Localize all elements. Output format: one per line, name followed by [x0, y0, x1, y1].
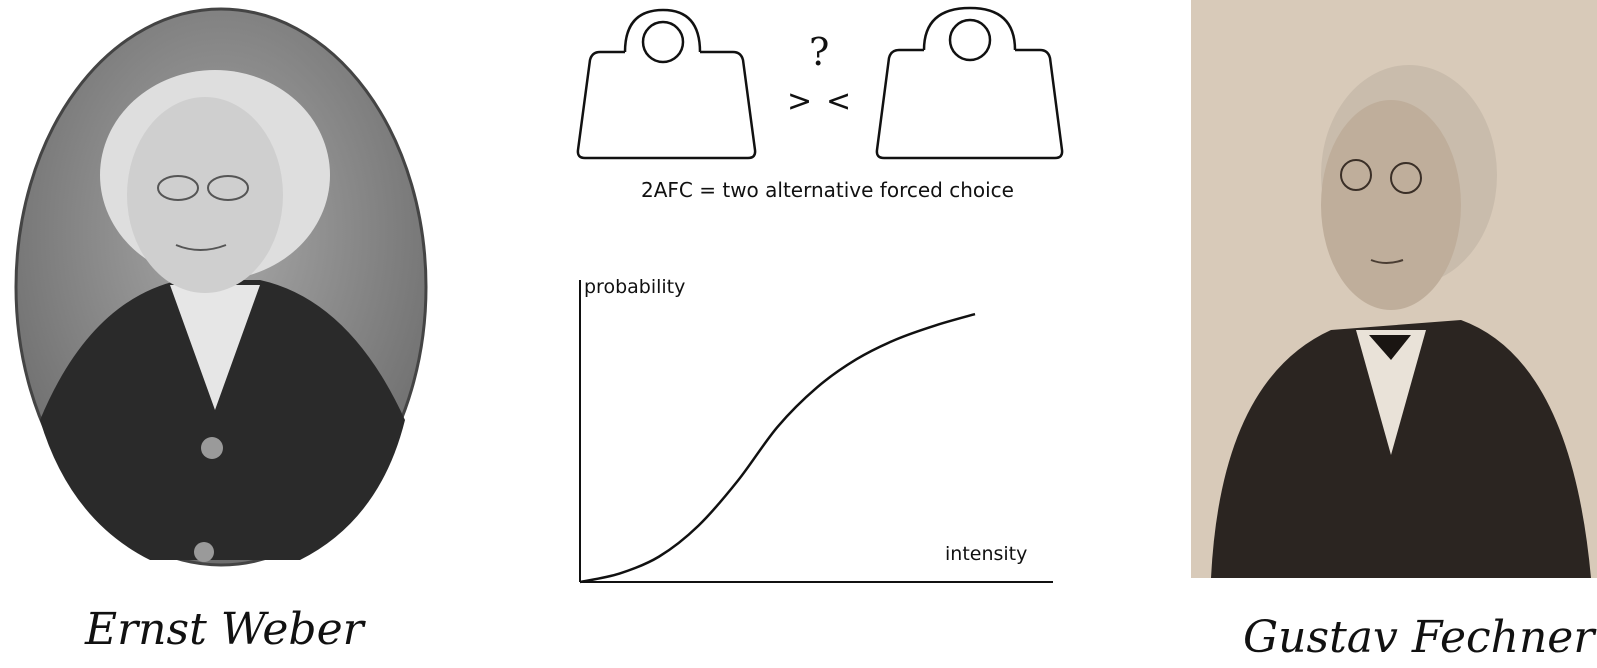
- weber-engraving: [14, 7, 428, 567]
- greater-than-symbol: >: [787, 84, 813, 119]
- question-mark: ?: [809, 30, 830, 74]
- less-than-symbol: <: [826, 84, 852, 119]
- 2afc-caption: 2AFC = two alternative forced choice: [641, 178, 1014, 202]
- gustav-fechner-portrait: [1191, 0, 1597, 578]
- fechner-photo: [1191, 0, 1597, 578]
- probability-curve: [579, 312, 976, 584]
- left-weight-icon: [576, 8, 757, 160]
- weber-name: Ernst Weber: [85, 604, 364, 655]
- ernst-weber-portrait: [0, 0, 442, 580]
- fechner-name: Gustav Fechner: [1243, 612, 1595, 663]
- right-weight-icon: [875, 6, 1064, 160]
- x-axis-label: intensity: [945, 543, 1028, 565]
- y-axis-label: probability: [584, 276, 686, 298]
